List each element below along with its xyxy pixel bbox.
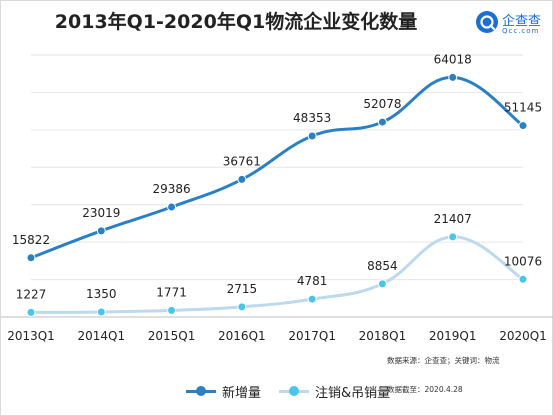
series-new-point xyxy=(377,117,387,127)
series-new-point xyxy=(167,202,177,212)
series-new-data-label: 29386 xyxy=(152,182,190,196)
series-new-data-label: 15822 xyxy=(12,233,50,247)
series-new-data-label: 64018 xyxy=(434,52,472,66)
series-cancelled-data-label: 8854 xyxy=(367,259,398,273)
data-date: 数据截至：2020.4.28 xyxy=(387,385,463,394)
series-cancelled-point xyxy=(237,302,247,312)
series-new-point xyxy=(448,72,458,82)
qcc-logo: 企查查 Qcc.com xyxy=(475,10,551,40)
series-cancelled-point xyxy=(377,279,387,289)
x-tick-label: 2020Q1 xyxy=(499,329,547,343)
series-new-point xyxy=(307,131,317,141)
legend-label-new: 新增量 xyxy=(222,386,262,401)
x-tick-label: 2013Q1 xyxy=(7,329,55,343)
x-tick-label: 2017Q1 xyxy=(288,329,336,343)
series-cancelled-line xyxy=(29,235,525,314)
series-new-data-label: 36761 xyxy=(223,154,261,168)
series-new-point xyxy=(96,226,106,236)
x-tick-label: 2018Q1 xyxy=(359,329,407,343)
logo-domain: Qcc.com xyxy=(502,27,540,35)
line-chart: 15822 23019 29386 36761 48353 52078 64018 51145… xyxy=(1,52,553,343)
series-cancelled-data-label: 2715 xyxy=(227,282,258,296)
x-tick-label: 2015Q1 xyxy=(148,329,196,343)
x-tick-label: 2014Q1 xyxy=(77,329,125,343)
series-cancelled-data-label: 21407 xyxy=(434,212,472,226)
series-cancelled-point xyxy=(448,232,458,242)
series-cancelled-point xyxy=(96,307,106,317)
series-cancelled-point xyxy=(518,274,528,284)
series-cancelled-data-label: 1350 xyxy=(86,287,117,301)
series-cancelled-data-label: 1227 xyxy=(16,287,47,301)
series-new-data-label: 48353 xyxy=(293,111,331,125)
series-cancelled-point xyxy=(26,307,36,317)
x-tick-label: 2019Q1 xyxy=(429,329,477,343)
series-cancelled-point xyxy=(307,294,317,304)
chart-legend: 新增量 注销&吊销量 xyxy=(1,381,553,403)
series-new-point xyxy=(237,174,247,184)
chart-title: 2013年Q1-2020年Q1物流企业变化数量 xyxy=(54,11,418,33)
series-cancelled-data-label: 1771 xyxy=(156,285,187,299)
legend-label-cancelled: 注销&吊销量 xyxy=(315,386,391,401)
series-new-point xyxy=(26,253,36,263)
series-cancelled-data-label: 10076 xyxy=(504,254,542,268)
x-tick-label: 2016Q1 xyxy=(218,329,266,343)
legend-marker-new xyxy=(196,386,206,396)
data-source: 数据来源：企查查；关键词：物流 xyxy=(387,356,500,365)
series-cancelled-data-label: 4781 xyxy=(297,274,328,288)
series-new-data-label: 52078 xyxy=(363,97,401,111)
qcc-logo-icon xyxy=(476,11,498,33)
series-new-data-label: 51145 xyxy=(504,101,542,115)
series-new-point xyxy=(518,121,528,131)
logo-text: 企查查 xyxy=(502,14,542,29)
legend-marker-cancelled xyxy=(289,386,299,396)
series-cancelled-point xyxy=(167,305,177,315)
series-new-data-label: 23019 xyxy=(82,206,120,220)
